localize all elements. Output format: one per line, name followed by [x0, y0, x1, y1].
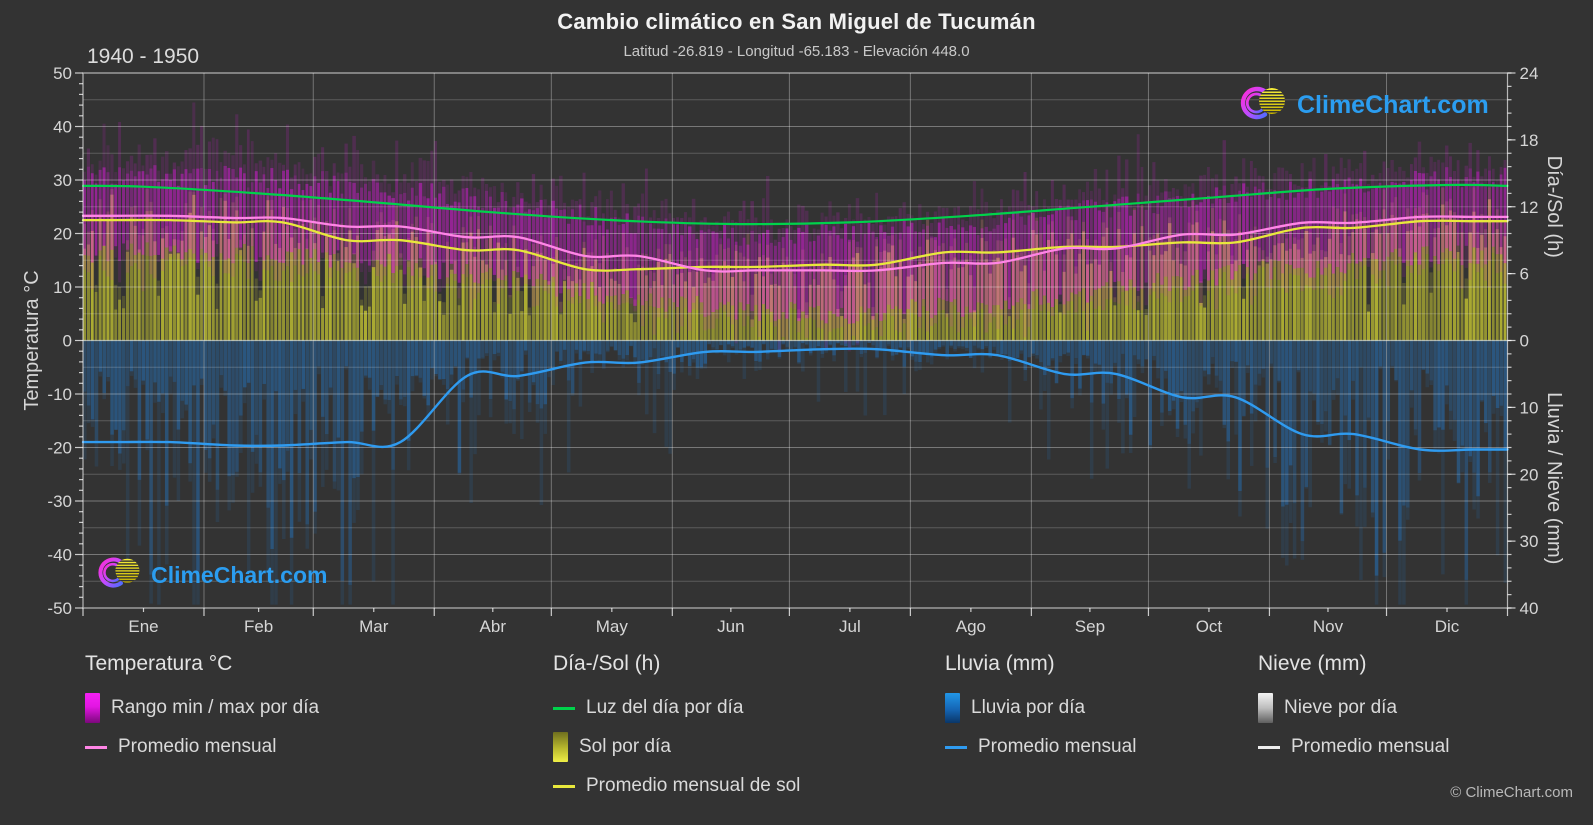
tick-label: 12 — [1520, 198, 1539, 217]
legend-item-sun-avg: Promedio mensual de sol — [553, 771, 800, 801]
rain-swatch-icon — [945, 693, 960, 723]
legend-group-snow: Nieve (mm) Nieve por día Promedio mensua… — [1258, 652, 1449, 771]
sun-avg-line-icon — [553, 784, 575, 788]
period-label: 1940 - 1950 — [87, 45, 200, 68]
average-lines — [81, 183, 1509, 452]
legend-item-rain-avg: Promedio mensual — [945, 732, 1136, 762]
legend-item-rain-daily: Lluvia por día — [945, 693, 1136, 723]
y-axis-label-sun: Día-/Sol (h) — [1543, 156, 1565, 258]
tick-label: 50 — [53, 64, 72, 83]
legend-heading-temperature: Temperatura °C — [85, 652, 233, 675]
rain-avg-line — [81, 347, 1509, 452]
legend-item-snow-avg: Promedio mensual — [1258, 732, 1449, 762]
legend-item-label: Lluvia por día — [971, 697, 1086, 718]
month-label: Oct — [1196, 617, 1223, 636]
y-axis-label-rain-snow: Lluvia / Nieve (mm) — [1543, 392, 1565, 564]
snow-swatch-icon — [1258, 693, 1273, 723]
month-label: Ago — [956, 617, 986, 636]
legend-group-rain: Lluvia (mm) Lluvia por día Promedio mens… — [945, 652, 1136, 771]
month-label: Feb — [244, 617, 273, 636]
watermark-top-right[interactable]: ClimeChart.com — [1235, 82, 1489, 129]
copyright-text: © ClimeChart.com — [1450, 784, 1573, 801]
legend-item-label: Sol por día — [579, 736, 671, 757]
legend-item-temp-avg: Promedio mensual — [85, 732, 319, 762]
sun-avg-line — [81, 218, 1509, 272]
tick-label: -40 — [47, 546, 72, 565]
month-label: Abr — [480, 617, 507, 636]
month-label: Mar — [359, 617, 389, 636]
temp-avg-line — [81, 214, 1509, 273]
climechart-logo-icon — [93, 553, 145, 597]
temp-range-swatch-icon — [85, 693, 100, 723]
legend-heading-snow: Nieve (mm) — [1258, 652, 1367, 675]
temp-avg-line-icon — [85, 745, 107, 749]
axes: 50 40 30 20 10 0 -10 -20 -30 -40 -50 24 18 12 6 0 10 20 30… — [21, 64, 1565, 636]
daylight-line-icon — [553, 706, 575, 710]
tick-label: 10 — [53, 278, 72, 297]
tick-label: 0 — [1520, 332, 1529, 351]
tick-label: 20 — [53, 225, 72, 244]
daylight-line — [81, 183, 1509, 226]
tick-label: 30 — [53, 171, 72, 190]
tick-label: 40 — [53, 118, 72, 137]
tick-label: -20 — [47, 439, 72, 458]
page-title: Cambio climático en San Miguel de Tucumá… — [557, 9, 1036, 34]
tick-label: 20 — [1520, 465, 1539, 484]
legend-item-label: Luz del día por día — [586, 697, 744, 718]
tick-label: 30 — [1520, 532, 1539, 551]
sun-swatch-icon — [553, 732, 568, 762]
tick-label: 18 — [1520, 131, 1539, 150]
month-label: May — [596, 617, 629, 636]
tick-label: -10 — [47, 385, 72, 404]
month-label: Sep — [1075, 617, 1105, 636]
tick-label: 10 — [1520, 398, 1539, 417]
legend-item-temp-range: Rango min / max por día — [85, 693, 319, 723]
month-label: Jul — [839, 617, 861, 636]
legend-heading-sun: Día-/Sol (h) — [553, 652, 661, 675]
watermark-link[interactable]: ClimeChart.com — [1297, 91, 1489, 119]
rain-avg-line-icon — [945, 745, 967, 749]
legend-item-label: Promedio mensual — [118, 736, 277, 757]
month-label: Nov — [1313, 617, 1344, 636]
tick-label: -50 — [47, 599, 72, 618]
watermark-link[interactable]: ClimeChart.com — [151, 561, 328, 588]
legend-item-label: Promedio mensual — [978, 736, 1137, 757]
tick-label: 40 — [1520, 599, 1539, 618]
legend-item-daylight: Luz del día por día — [553, 693, 800, 723]
month-label: Ene — [128, 617, 158, 636]
legend-item-label: Rango min / max por día — [111, 697, 320, 718]
legend-item-snow-daily: Nieve por día — [1258, 693, 1449, 723]
tick-label: 0 — [63, 332, 72, 351]
legend-group-sun: Día-/Sol (h) Luz del día por día Sol por… — [553, 652, 800, 810]
legend-group-temperature: Temperatura °C Rango min / max por día P… — [85, 652, 319, 771]
page-subtitle: Latitud -26.819 - Longitud -65.183 - Ele… — [623, 43, 970, 60]
tick-label: -30 — [47, 492, 72, 511]
legend-heading-rain: Lluvia (mm) — [945, 652, 1055, 675]
rain-daily-bars — [83, 340, 1508, 605]
legend-item-label: Nieve por día — [1284, 697, 1398, 718]
y-axis-label-temperature: Temperatura °C — [21, 270, 43, 410]
tick-label: 24 — [1520, 64, 1539, 83]
snow-avg-line-icon — [1258, 745, 1280, 749]
legend-item-label: Promedio mensual — [1291, 736, 1450, 757]
gridlines — [83, 73, 1508, 608]
month-label: Dic — [1435, 617, 1460, 636]
climechart-logo-icon — [1235, 82, 1291, 129]
month-label: Jun — [717, 617, 744, 636]
legend-item-label: Promedio mensual de sol — [586, 775, 801, 796]
legend-item-sun-daily: Sol por día — [553, 732, 800, 762]
watermark-bottom-left[interactable]: ClimeChart.com — [93, 553, 327, 597]
tick-label: 6 — [1520, 265, 1529, 284]
